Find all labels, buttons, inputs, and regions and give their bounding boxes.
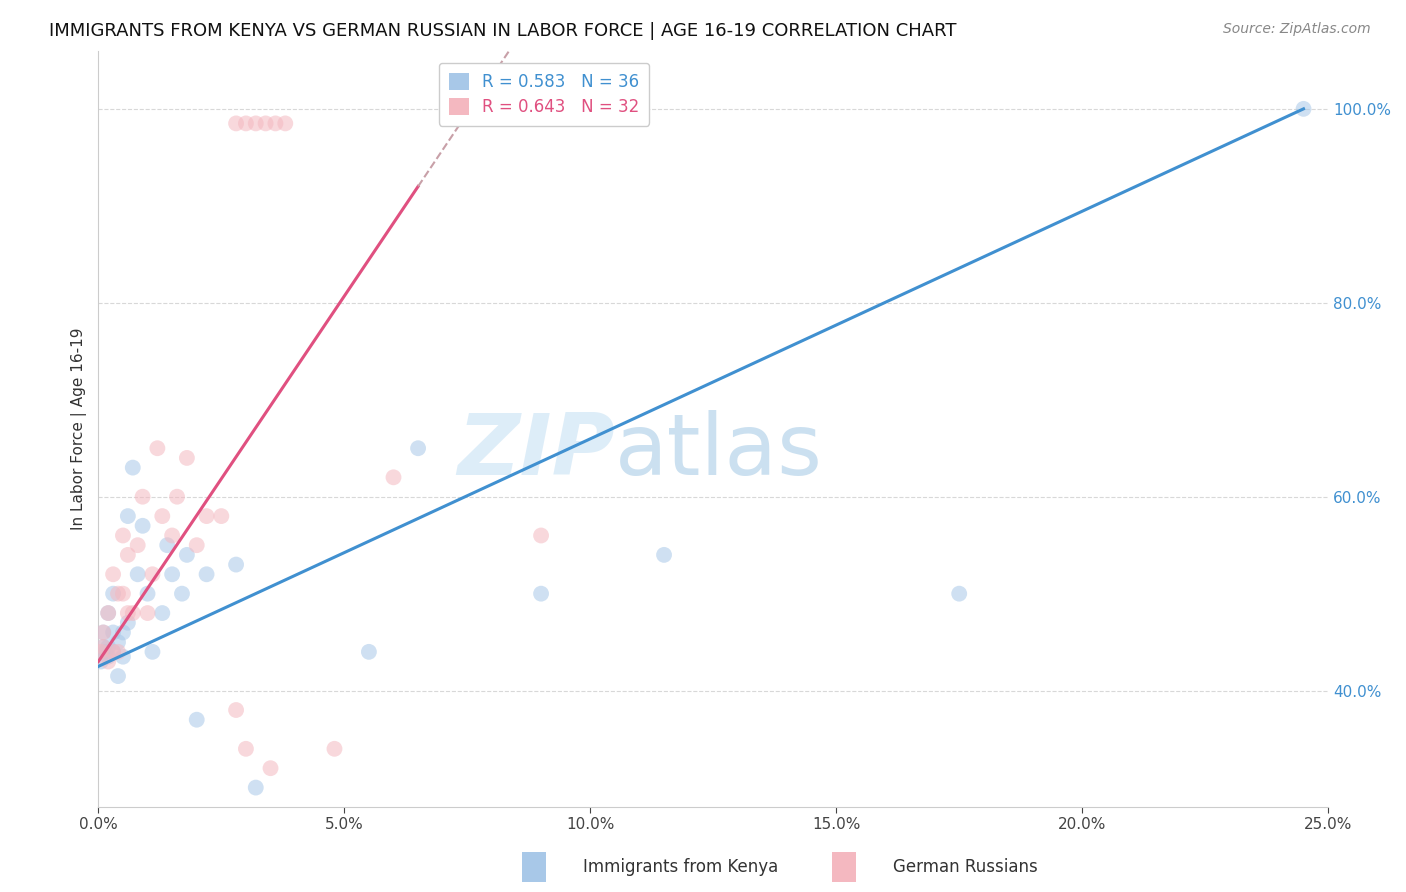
Point [195, 509, 218, 524]
Point [225, 558, 247, 572]
Point [107, 669, 129, 683]
Point [150, 509, 173, 524]
Point [101, 645, 124, 659]
Point [111, 625, 134, 640]
Point [382, 470, 405, 484]
Point [141, 645, 163, 659]
Text: Source: ZipAtlas.com: Source: ZipAtlas.com [1223, 22, 1371, 37]
Point [323, 741, 346, 756]
Point [160, 528, 183, 542]
Point [117, 548, 139, 562]
Point [101, 625, 124, 640]
Point [101, 567, 124, 582]
Point [117, 606, 139, 620]
Point [107, 645, 129, 659]
Point [90, 655, 112, 669]
Point [195, 567, 218, 582]
Point [97, 640, 120, 654]
Point [235, 741, 257, 756]
Point [91, 625, 114, 640]
Point [948, 587, 970, 601]
Point [127, 538, 149, 552]
Point [186, 713, 208, 727]
Point [176, 450, 198, 465]
Point [97, 606, 120, 620]
Point [91, 640, 114, 654]
Point [97, 649, 120, 664]
Point [245, 780, 267, 795]
Text: ZIP: ZIP [457, 410, 614, 493]
Point [160, 567, 183, 582]
Point [530, 528, 553, 542]
Text: German Russians: German Russians [893, 858, 1038, 876]
Point [652, 548, 675, 562]
Point [111, 528, 134, 542]
Point [225, 703, 247, 717]
Point [131, 518, 153, 533]
Point [225, 116, 247, 130]
Point [170, 587, 193, 601]
Point [245, 116, 267, 130]
Text: atlas: atlas [614, 410, 823, 493]
Point [101, 587, 124, 601]
Point [176, 548, 198, 562]
Point [235, 116, 257, 130]
Point [136, 606, 159, 620]
Point [150, 606, 173, 620]
Point [121, 606, 143, 620]
Point [117, 509, 139, 524]
Point [107, 587, 129, 601]
Point [530, 587, 553, 601]
Y-axis label: In Labor Force | Age 16-19: In Labor Force | Age 16-19 [72, 327, 87, 530]
Point [146, 441, 169, 455]
Point [111, 649, 134, 664]
Point [111, 587, 134, 601]
Point [101, 645, 124, 659]
Text: Immigrants from Kenya: Immigrants from Kenya [583, 858, 779, 876]
Point [136, 587, 159, 601]
Point [121, 460, 143, 475]
Point [94, 645, 117, 659]
Point [91, 625, 114, 640]
Point [264, 116, 287, 130]
Point [186, 538, 208, 552]
Legend: R = 0.583   N = 36, R = 0.643   N = 32: R = 0.583 N = 36, R = 0.643 N = 32 [439, 62, 650, 126]
Point [97, 606, 120, 620]
Point [97, 655, 120, 669]
Point [1292, 102, 1315, 116]
Point [166, 490, 188, 504]
Point [91, 640, 114, 654]
Point [127, 567, 149, 582]
Point [117, 615, 139, 630]
Text: IMMIGRANTS FROM KENYA VS GERMAN RUSSIAN IN LABOR FORCE | AGE 16-19 CORRELATION C: IMMIGRANTS FROM KENYA VS GERMAN RUSSIAN … [49, 22, 956, 40]
Point [156, 538, 179, 552]
Point [357, 645, 380, 659]
Point [107, 635, 129, 649]
Point [90, 645, 112, 659]
Point [274, 116, 297, 130]
Point [254, 116, 277, 130]
Point [259, 761, 281, 775]
Point [406, 441, 429, 455]
Point [209, 509, 232, 524]
Point [141, 567, 163, 582]
Point [131, 490, 153, 504]
